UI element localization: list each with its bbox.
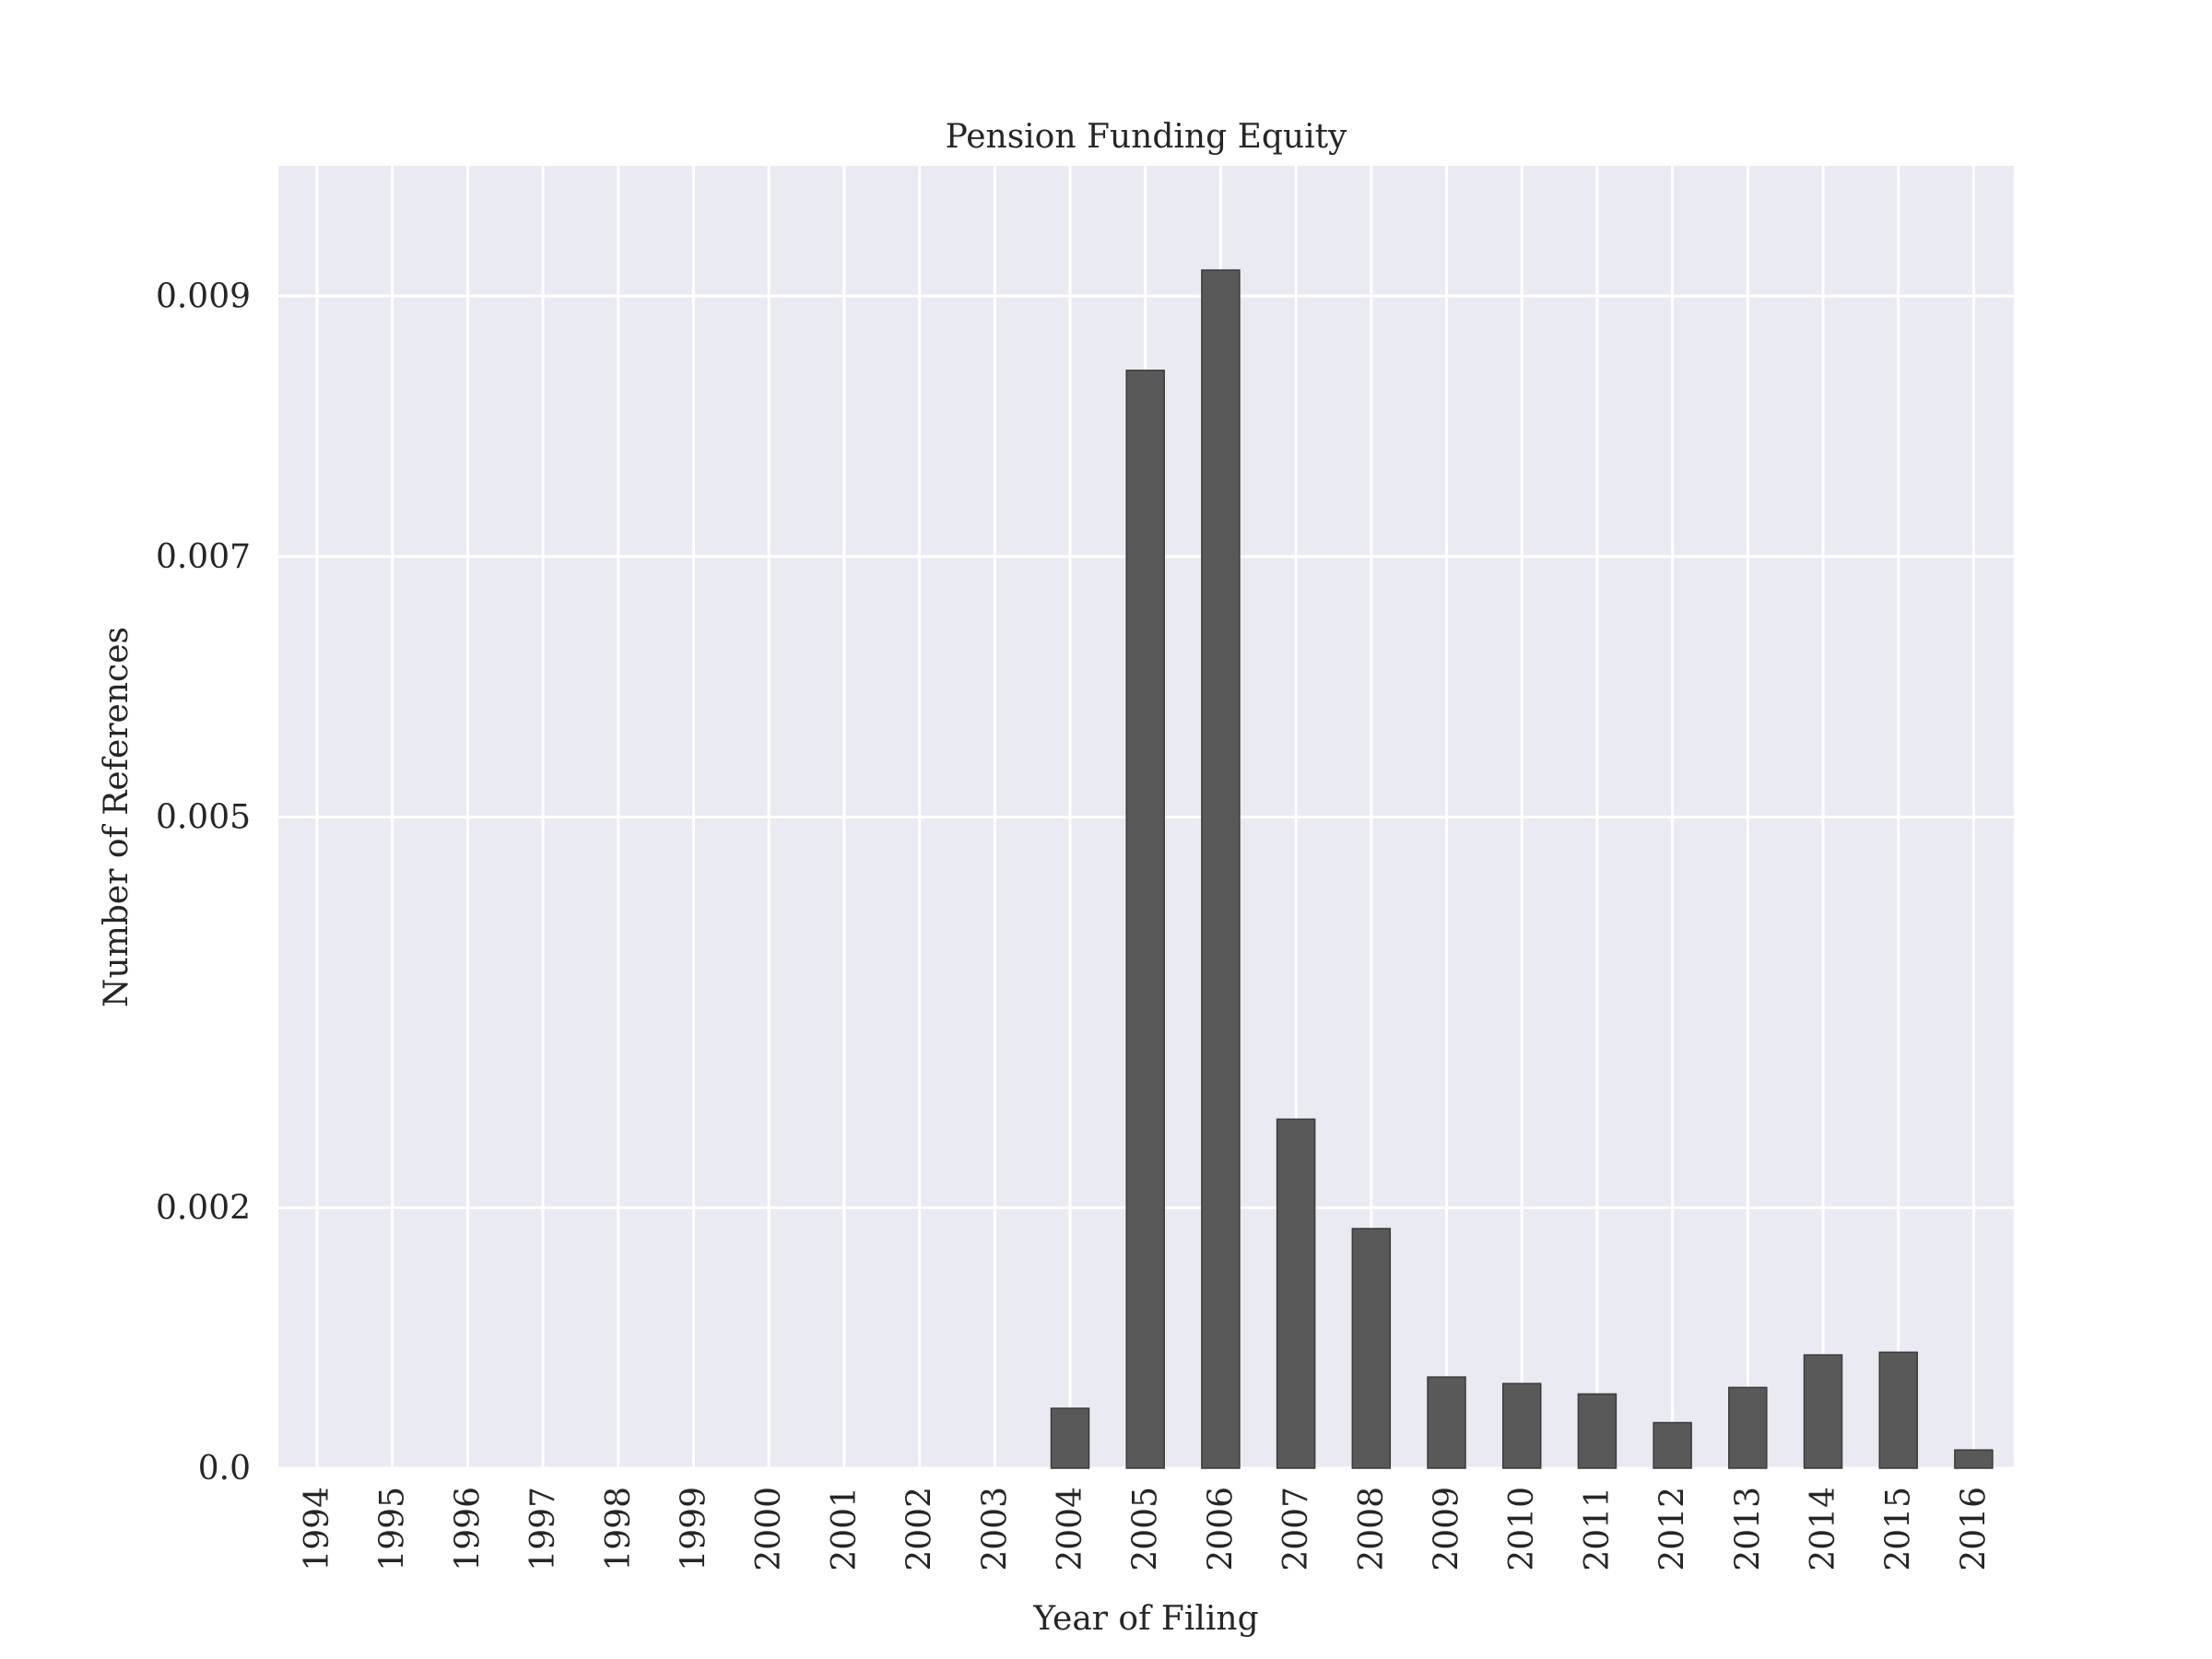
bar-2009	[1427, 1376, 1466, 1469]
y-tick-label: 0.005	[156, 799, 251, 837]
bar-2012	[1653, 1421, 1692, 1469]
x-tick-label: 1996	[449, 1487, 487, 1571]
chart-title: Pension Funding Equity	[946, 118, 1347, 156]
x-tick-label: 1997	[524, 1487, 562, 1571]
bars	[1050, 269, 1994, 1469]
x-tick-label: 2003	[976, 1487, 1014, 1571]
x-axis-label: Year of Filing	[1032, 1600, 1258, 1638]
y-tick-label: 0.002	[156, 1189, 251, 1227]
x-tick-label: 2006	[1202, 1487, 1240, 1571]
x-tick-label: 2002	[901, 1487, 939, 1571]
bar-2006	[1201, 269, 1241, 1469]
y-tick-label: 0.0	[198, 1450, 251, 1488]
bar-2014	[1803, 1354, 1843, 1469]
x-tick-label: 2008	[1353, 1487, 1391, 1571]
x-tick-label: 2014	[1805, 1487, 1842, 1571]
x-tick-label: 2015	[1880, 1487, 1918, 1571]
bar-2015	[1878, 1351, 1918, 1469]
grid-lines	[278, 166, 2014, 1470]
bar-2008	[1351, 1228, 1392, 1469]
x-tick-label: 2016	[1955, 1487, 1993, 1571]
x-tick-label: 2007	[1277, 1487, 1315, 1571]
x-tick-label: 2012	[1654, 1487, 1692, 1571]
x-tick-label: 1995	[374, 1487, 412, 1571]
bar-2007	[1276, 1118, 1316, 1469]
x-tick-label: 1994	[299, 1487, 336, 1571]
x-tick-label: 2011	[1579, 1487, 1617, 1571]
x-tick-label: 2000	[750, 1487, 788, 1571]
bar-2013	[1728, 1386, 1768, 1469]
x-tick-labels: 1994 1995 1996 1997 1998 1999 2000 2001 2002 2003…	[299, 1487, 1993, 1571]
y-tick-label: 0.009	[156, 277, 251, 315]
y-axis-label: Number of References	[98, 627, 135, 1007]
x-tick-label: 2004	[1052, 1487, 1089, 1571]
bar-2016	[1954, 1449, 1994, 1469]
x-tick-label: 2005	[1127, 1487, 1165, 1571]
y-tick-labels: 0.0 0.002 0.005 0.007 0.009	[156, 277, 251, 1488]
bar-2005	[1125, 370, 1165, 1469]
bar-2010	[1501, 1382, 1542, 1469]
x-tick-label: 2010	[1503, 1487, 1541, 1571]
x-tick-label: 2001	[826, 1487, 864, 1571]
x-tick-label: 2013	[1729, 1487, 1767, 1571]
bar-2011	[1577, 1393, 1618, 1469]
x-tick-label: 2009	[1429, 1487, 1466, 1571]
y-tick-label: 0.007	[156, 538, 251, 576]
x-tick-label: 1999	[676, 1487, 713, 1571]
x-tick-label: 1998	[600, 1487, 638, 1571]
bar-2004	[1050, 1407, 1090, 1469]
